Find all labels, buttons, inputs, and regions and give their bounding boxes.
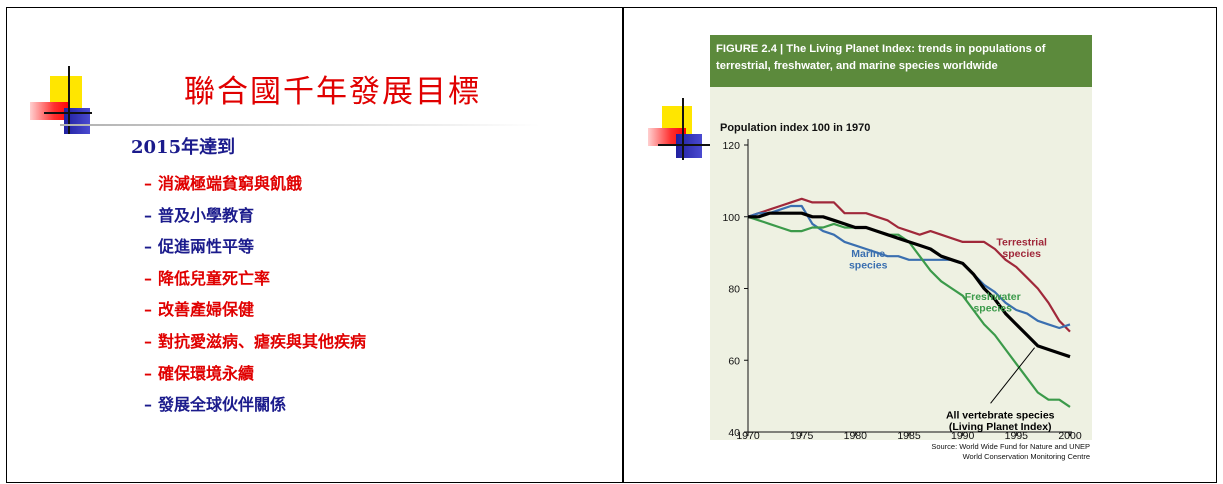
dash-bullet: – [144, 205, 152, 225]
series-annotation: (Living Planet Index) [949, 421, 1052, 433]
goal-text: 改善產婦保健 [158, 300, 255, 320]
dash-bullet: – [144, 331, 152, 351]
title-underline [60, 124, 540, 126]
goal-item: – 對抗愛滋病、瘧疾與其他疾病 [144, 328, 366, 360]
series-annotation: Terrestrial [996, 236, 1047, 248]
goal-text: 對抗愛滋病、瘧疾與其他疾病 [158, 331, 367, 351]
goal-text: 消滅極端貧窮與飢餓 [158, 174, 303, 193]
series-annotation: species [973, 302, 1012, 314]
slide-divider [622, 7, 624, 483]
series-line [747, 204, 1071, 330]
living-planet-chart: Population index 100 in 1970 40 60 80 100 120… [720, 122, 1082, 440]
series-line [747, 197, 1071, 333]
x-tick-label: 1990 [951, 430, 975, 440]
series-annotation: species [1002, 248, 1041, 260]
dash-bullet: – [144, 268, 152, 288]
goal-text: 促進兩性平等 [158, 237, 255, 257]
x-tick-label: 1970 [736, 430, 760, 440]
dash-bullet: – [144, 300, 152, 320]
goal-item: – 降低兒童死亡率 [144, 265, 366, 297]
goal-text: 降低兒童死亡率 [158, 268, 271, 288]
goal-item: – 普及小學教育 [144, 202, 366, 234]
x-tick-label: 1980 [844, 430, 868, 440]
annotation-pointer [990, 347, 1035, 404]
goal-item: – 改善產婦保健 [144, 296, 366, 328]
goal-item: – 發展全球伙伴關係 [144, 391, 366, 423]
figure-source: Source: World Wide Fund for Nature and U… [931, 442, 1090, 462]
goal-text: 普及小學教育 [158, 205, 255, 225]
subheading: 2015年達到 [131, 137, 236, 158]
goal-item: – 確保環境永續 [144, 360, 366, 392]
dash-bullet: – [144, 363, 152, 383]
series-annotation: Freshwater [965, 291, 1021, 303]
source-line-2: World Conservation Monitoring Centre [962, 452, 1090, 461]
y-axis-label: Population index 100 in 1970 [720, 122, 870, 134]
goal-item: – 促進兩性平等 [144, 233, 366, 265]
series-annotation: All vertebrate species [946, 409, 1055, 421]
bullet-decoration-right [648, 98, 710, 164]
slide-frame [6, 7, 1217, 483]
living-planet-figure: FIGURE 2.4 | The Living Planet Index: tr… [710, 35, 1092, 465]
series-line [748, 211, 1071, 359]
goal-text: 發展全球伙伴關係 [158, 395, 287, 415]
figure-title: FIGURE 2.4 | The Living Planet Index: tr… [716, 43, 1046, 72]
x-tick-label: 1975 [790, 430, 814, 440]
bullet-decoration-left [30, 66, 92, 136]
y-tick-label: 60 [728, 355, 740, 367]
y-tick-label: 80 [728, 284, 740, 296]
series-annotation: species [849, 259, 888, 271]
dash-bullet: – [144, 174, 152, 193]
dash-bullet: – [144, 237, 152, 257]
y-tick-label: 120 [722, 140, 740, 152]
dash-bullet: – [144, 395, 152, 415]
x-tick-label: 2000 [1058, 430, 1082, 440]
x-tick-label: 1985 [897, 430, 921, 440]
figure-header: FIGURE 2.4 | The Living Planet Index: tr… [710, 35, 1092, 87]
y-tick-label: 100 [722, 212, 740, 224]
source-line-1: Source: World Wide Fund for Nature and U… [931, 442, 1090, 451]
y-tick-label: 40 [728, 427, 740, 439]
goal-text: 確保環境永續 [158, 363, 255, 383]
x-tick-label: 1995 [1005, 430, 1029, 440]
slide-title: 聯合國千年發展目標 [184, 74, 481, 110]
figure-footer: Source: World Wide Fund for Nature and U… [710, 440, 1092, 465]
series-annotation: Marine [851, 248, 885, 260]
goal-item: – 消滅極端貧窮與飢餓 [144, 170, 366, 202]
goal-list: – 消滅極端貧窮與飢餓 – 普及小學教育 – 促進兩性平等 – 降低兒童死亡率 – 改善產婦保健 –… [144, 170, 366, 423]
